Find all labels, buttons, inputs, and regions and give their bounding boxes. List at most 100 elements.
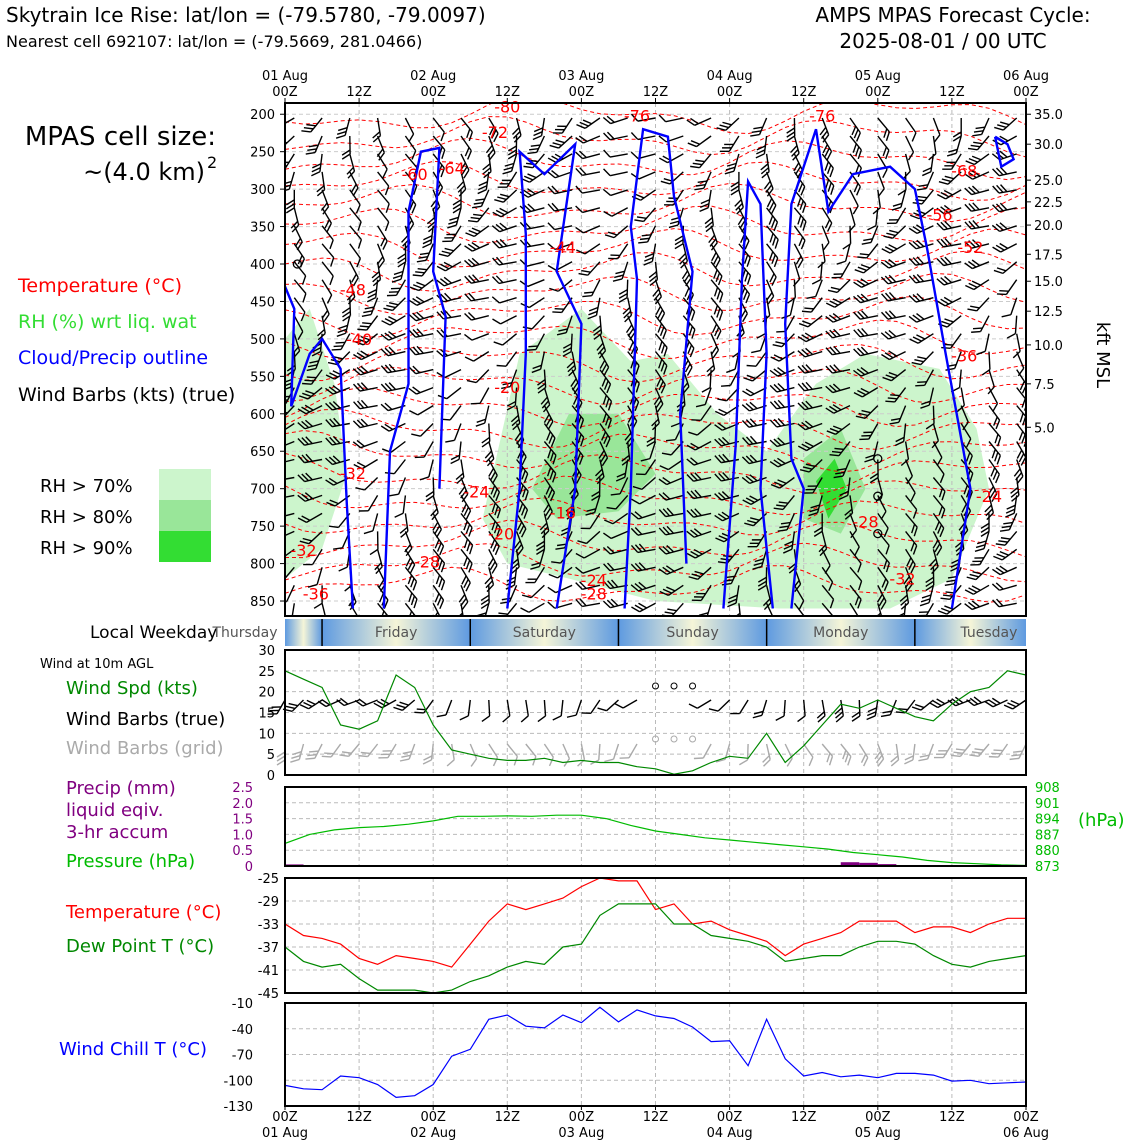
temperature-tick-label: -41 — [258, 964, 279, 979]
wind-barb — [481, 700, 490, 721]
barb-staff — [544, 700, 545, 716]
barb-staff — [489, 744, 498, 757]
isotherm-label: -28 — [581, 585, 607, 604]
barb-flag — [785, 758, 794, 766]
barb-staff — [740, 700, 748, 714]
wind-barb — [393, 694, 414, 714]
temperature-tick-label: -45 — [258, 987, 279, 1002]
barb-flag — [694, 754, 703, 762]
bottom-hour-label: 00Z — [569, 1110, 595, 1125]
barb-staff — [913, 744, 915, 760]
barb-flag — [400, 756, 409, 763]
barb-flag — [274, 509, 281, 518]
wind-speed-tick-label: 30 — [258, 644, 275, 659]
weekday-name: Sunday — [666, 625, 718, 641]
barb-staff — [905, 700, 915, 713]
barb-flag — [274, 490, 280, 499]
wind-barb-grid — [358, 739, 377, 760]
isotherm-label: -48 — [340, 280, 366, 299]
rh70-label: RH > 70% — [40, 476, 133, 497]
temperature-tick-label: -37 — [258, 941, 279, 956]
panel-frame — [285, 787, 1026, 866]
station-title: Skytrain Ice Rise: lat/lon = (-79.5780, … — [6, 3, 486, 27]
legend-wind-barbs: Wind Barbs (kts) (true) — [18, 384, 235, 406]
barb-staff — [544, 744, 553, 757]
isotherm-label: -36 — [951, 346, 977, 365]
barb-flag — [567, 713, 576, 720]
top-hour-label: 00Z — [272, 85, 298, 100]
barb-flag — [274, 472, 280, 481]
barb-staff — [424, 700, 433, 713]
wind-barb-grid — [716, 742, 729, 764]
bottom-hour-label: 00Z — [717, 1110, 743, 1125]
barb-flag — [689, 701, 697, 710]
bottom-hour-label: 12Z — [643, 1110, 669, 1125]
wind-barb-grid — [400, 741, 415, 763]
barb-staff — [571, 334, 572, 352]
wind-barb-grid — [1010, 740, 1026, 762]
barb-staff — [794, 280, 795, 298]
legend-cloud: Cloud/Precip outline — [18, 347, 208, 369]
wind-barb-grid — [951, 739, 970, 760]
wind-barb — [881, 697, 896, 719]
barb-staff — [526, 700, 529, 716]
cell-size-label: MPAS cell size: — [25, 122, 216, 152]
wind-spd-label: Wind Spd (kts) — [66, 678, 198, 699]
barb-flag — [469, 759, 478, 767]
barb-staff — [785, 744, 792, 758]
wind-barb-grid — [620, 740, 637, 762]
barb-staff — [697, 700, 711, 708]
pressure-tick-label: 880 — [1035, 844, 1060, 859]
precip-label: Precip (mm) — [66, 778, 176, 799]
windchill-tick-label: -130 — [223, 1100, 253, 1115]
wind-barb — [567, 697, 581, 719]
barb-flag — [530, 756, 539, 765]
pressure-tick-label: 200 — [250, 108, 275, 123]
temperature-label: Temperature (°C) — [65, 902, 221, 923]
barb-flag — [967, 698, 974, 707]
bottom-date-label: 01 Aug — [262, 1126, 308, 1140]
precip-tick-label: 1.0 — [232, 828, 253, 843]
barb-flag — [274, 118, 282, 127]
precip-tick-label: 1.5 — [232, 813, 253, 828]
pressure-tick-label: 350 — [250, 221, 275, 236]
isotherm-label: -52 — [957, 238, 983, 257]
weekday-name: Saturday — [513, 625, 576, 641]
wind-barb-grid — [694, 740, 711, 762]
pressure-tick-label: 700 — [250, 483, 275, 498]
rh70-swatch — [159, 469, 211, 500]
top-hour-label: 12Z — [939, 85, 965, 100]
isotherm-label: -56 — [926, 206, 952, 225]
barb-staff — [468, 700, 470, 716]
wind-barb-grid — [853, 744, 871, 766]
barb-staff — [921, 700, 933, 710]
top-hour-label: 00Z — [420, 85, 446, 100]
barb-flag — [337, 698, 344, 707]
wind-barb-grid — [797, 744, 816, 766]
kft-tick-label: 30.0 — [1034, 138, 1063, 153]
wind-barbs-grid-label: Wind Barbs (grid) — [66, 738, 224, 759]
barb-flag — [277, 438, 285, 447]
rh80-swatch — [159, 500, 211, 531]
barb-flag — [620, 754, 629, 762]
wind-speed-tick-label: 5 — [267, 748, 275, 763]
barb-flag — [776, 715, 784, 721]
wind-barb — [536, 700, 545, 722]
local-weekday-label: Local Weekday — [90, 623, 217, 643]
barb-staff — [718, 700, 730, 711]
wind-speed-tick-label: 25 — [258, 665, 275, 680]
isotherm-label: -28 — [852, 513, 878, 532]
wind-barb-grid — [918, 741, 933, 763]
wind-barb — [796, 700, 806, 722]
wind-barb-grid — [888, 744, 899, 766]
nearest-cell-subtitle: Nearest cell 692107: lat/lon = (-79.5669… — [6, 32, 422, 51]
isotherm-label: -68 — [951, 161, 977, 180]
wind-barb — [553, 699, 563, 721]
wind-barb-grid — [501, 744, 520, 765]
wind-barb — [689, 693, 711, 711]
barb-staff — [627, 280, 628, 298]
barb-flag — [276, 573, 285, 582]
wind-barb — [776, 699, 785, 721]
barb-staff — [563, 744, 570, 759]
